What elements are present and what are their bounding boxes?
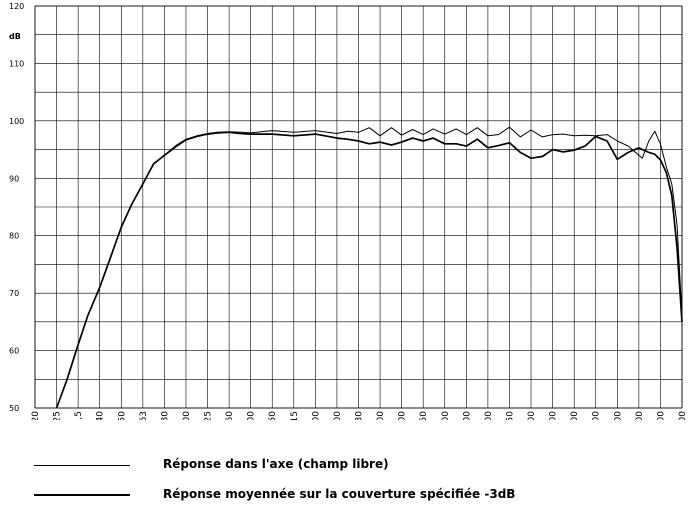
x-tick-label: 16000 — [656, 411, 666, 420]
x-tick-label: 63 — [139, 411, 149, 420]
x-tick-label: 125 — [204, 411, 214, 420]
x-tick-label: 400 — [311, 411, 321, 420]
legend-label-averaged: Réponse moyennée sur la couverture spéci… — [163, 487, 516, 501]
y-tick-label: 100 — [9, 117, 24, 126]
x-tick-label: 8000 — [592, 411, 602, 420]
x-tick-label: 80 — [160, 411, 170, 420]
x-tick-label: 200 — [247, 411, 257, 420]
x-axis-ticks: 20 25 31,5 40 50 63 80 100 125 160 200 250 315 400 500… — [31, 411, 688, 420]
y-tick-label: 70 — [9, 289, 19, 298]
x-tick-label: 1600 — [441, 411, 451, 420]
x-tick-label: 20000 — [678, 411, 688, 420]
y-axis-ticks: 50 60 70 80 90 100 110 120 — [9, 2, 24, 413]
y-tick-label: 110 — [9, 59, 24, 68]
x-tick-label: 315 — [290, 411, 300, 420]
y-tick-label: 120 — [9, 2, 24, 11]
y-tick-label: 60 — [9, 347, 19, 356]
x-tick-label: 160 — [225, 411, 235, 420]
x-tick-label: 250 — [268, 411, 278, 420]
x-tick-label: 630 — [355, 411, 365, 420]
legend-label-on-axis: Réponse dans l'axe (champ libre) — [163, 457, 389, 471]
x-tick-label: 800 — [376, 411, 386, 420]
plot-border — [34, 5, 683, 409]
y-tick-label: 80 — [9, 232, 19, 241]
legend-swatch-thick-line — [34, 494, 130, 496]
x-tick-label: 2500 — [484, 411, 494, 420]
unit-label: dB — [9, 32, 21, 41]
x-tick-label: 3150 — [505, 411, 515, 420]
x-tick-label: 5000 — [549, 411, 559, 420]
x-tick-label: 50 — [117, 411, 127, 420]
legend-item-averaged: Réponse moyennée sur la couverture spéci… — [0, 486, 688, 506]
x-tick-label: 12500 — [635, 411, 645, 420]
legend-swatch-thin-line — [34, 465, 130, 466]
x-tick-label: 6300 — [570, 411, 580, 420]
y-tick-label: 50 — [9, 404, 19, 413]
x-tick-label: 500 — [333, 411, 343, 420]
x-tick-label: 1000 — [398, 411, 408, 420]
x-tick-label: 10000 — [613, 411, 623, 420]
x-tick-label: 20 — [31, 411, 41, 420]
x-tick-label: 1250 — [419, 411, 429, 420]
legend-item-on-axis: Réponse dans l'axe (champ libre) — [0, 456, 688, 476]
response-curves — [55, 126, 683, 409]
frequency-response-chart: 50 60 70 80 90 100 110 120 dB 20 25 31,5 40 50 63 80 1… — [9, 2, 688, 420]
x-tick-label: 31,5 — [74, 411, 84, 420]
chart-grid — [34, 5, 683, 409]
x-tick-label: 25 — [53, 411, 63, 420]
series-line-averaged — [55, 131, 683, 409]
x-tick-label: 100 — [182, 411, 192, 420]
x-tick-label: 40 — [96, 411, 106, 420]
y-tick-label: 90 — [9, 174, 19, 183]
x-tick-label: 2000 — [462, 411, 472, 420]
x-tick-label: 4000 — [527, 411, 537, 420]
